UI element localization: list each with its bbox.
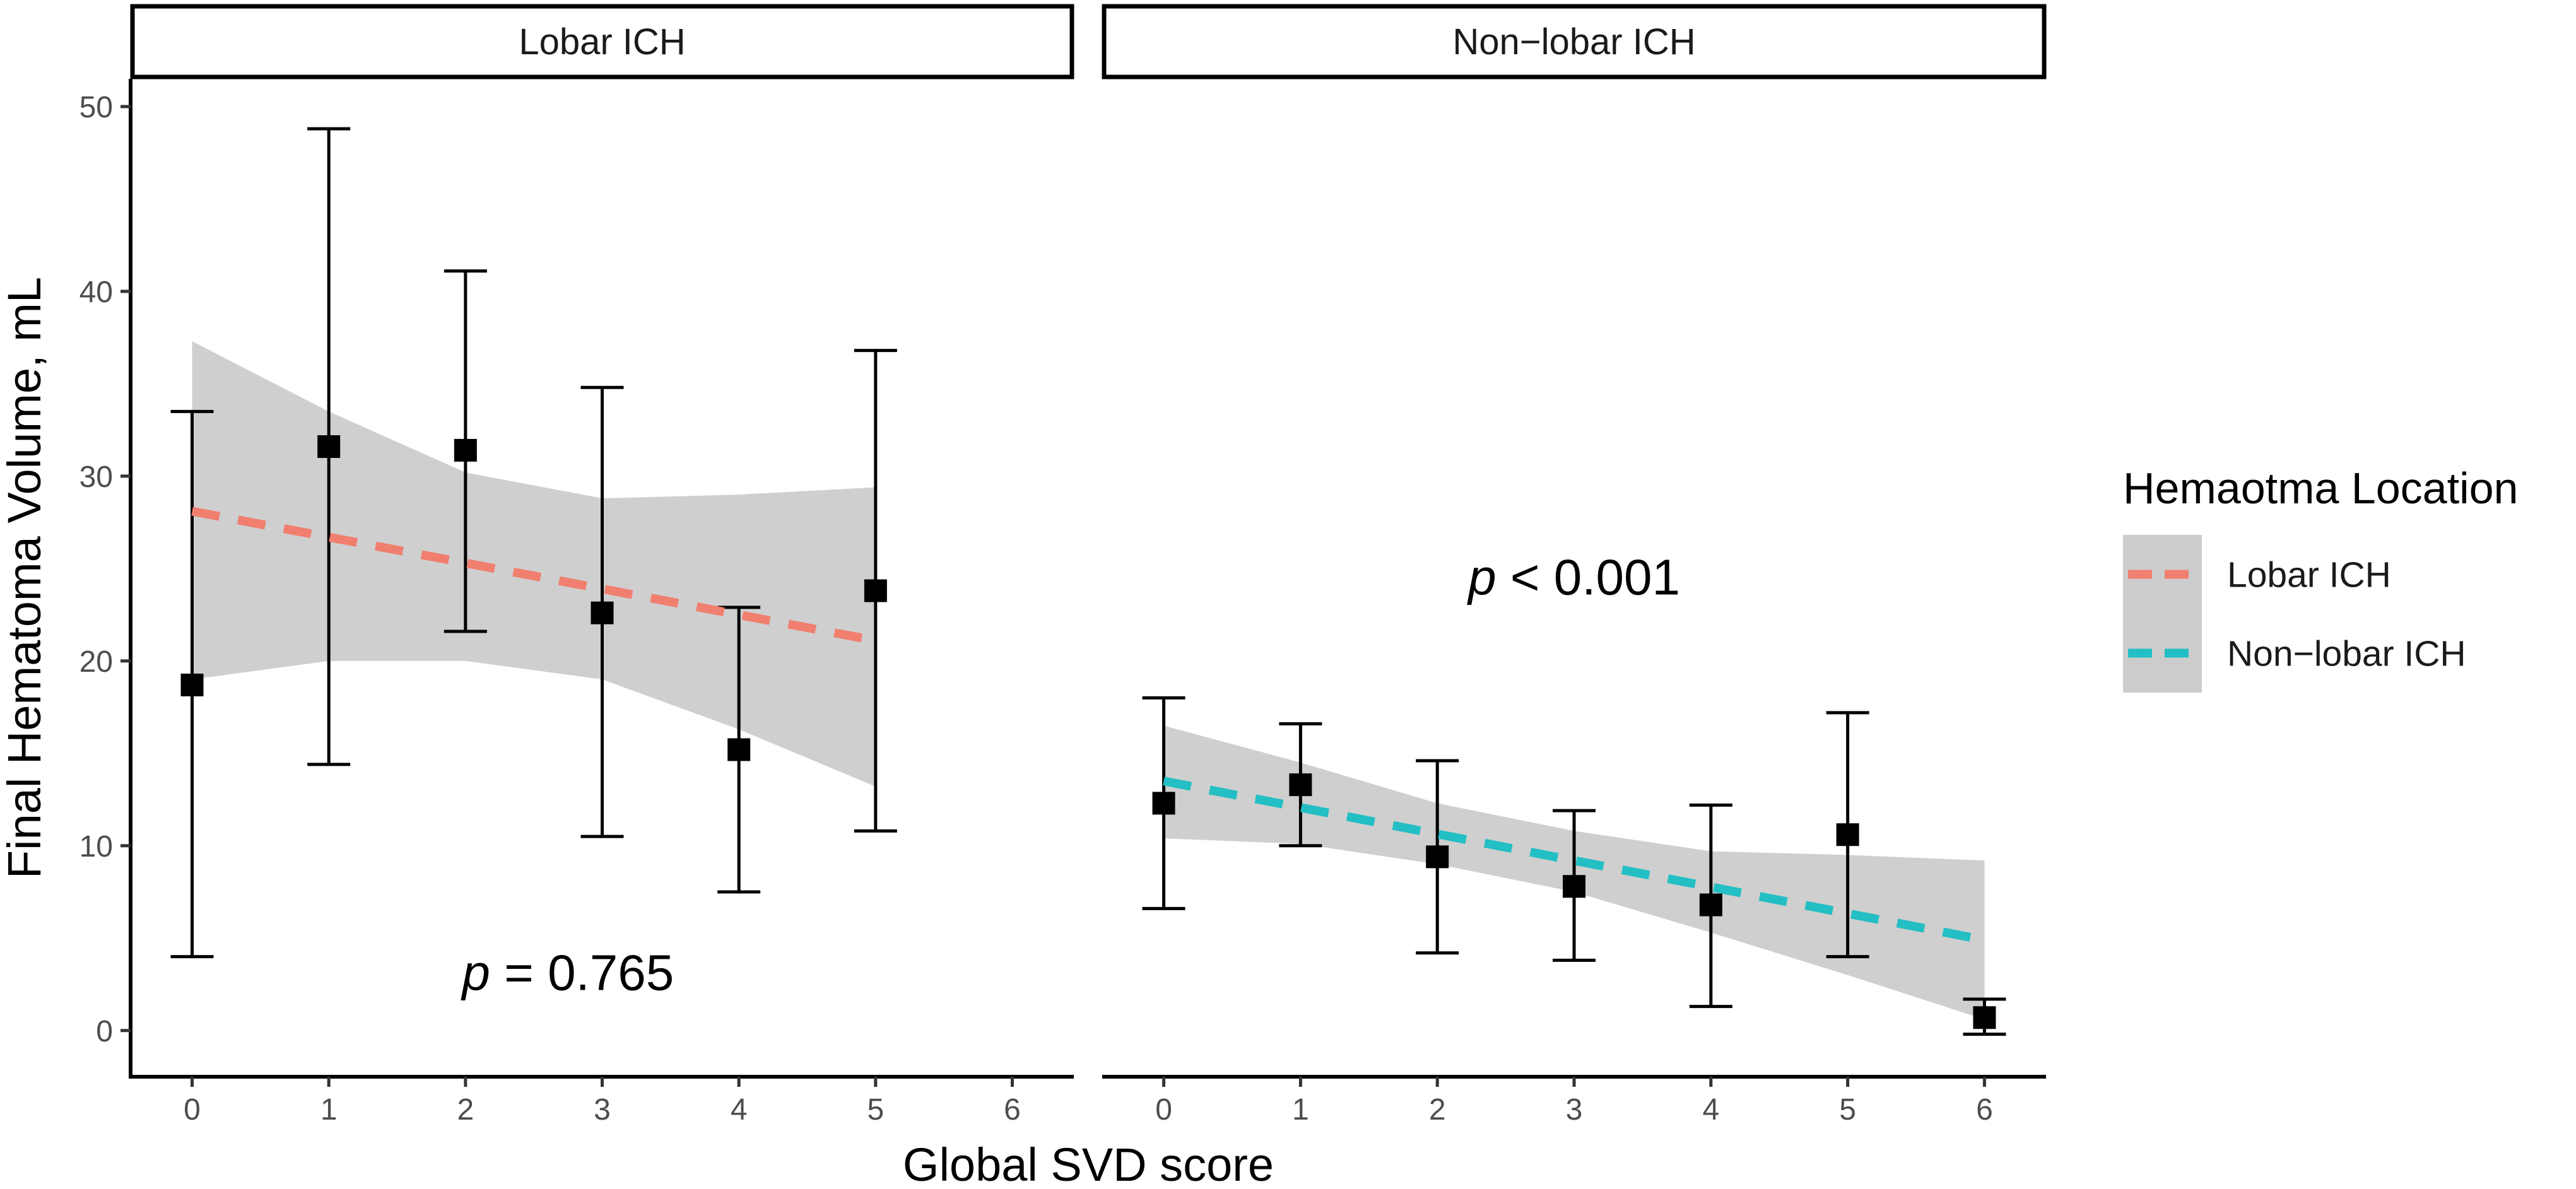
x-tick-label: 3 (594, 1093, 611, 1127)
legend-item: Non−lobar ICH (2123, 614, 2466, 693)
data-point (591, 601, 614, 624)
p-value-symbol: p (461, 944, 490, 1000)
data-point (727, 738, 751, 761)
x-tick-label: 0 (1155, 1093, 1172, 1127)
data-point (1973, 1006, 1996, 1029)
x-tick-label: 0 (184, 1093, 201, 1127)
p-value-annotation: p < 0.001 (1467, 549, 1680, 605)
y-tick-label: 30 (79, 460, 113, 494)
panel-strip-label: Non−lobar ICH (1452, 21, 1695, 62)
x-tick-label: 2 (457, 1093, 474, 1127)
data-point (1699, 893, 1722, 917)
data-point (864, 579, 887, 602)
legend-label: Non−lobar ICH (2227, 634, 2466, 674)
x-axis-title: Global SVD score (903, 1139, 1274, 1189)
legend-label: Lobar ICH (2227, 555, 2391, 595)
data-point (1289, 773, 1312, 797)
confidence-band (192, 341, 876, 787)
y-tick-label: 50 (79, 91, 113, 124)
panel-strip (130, 4, 1074, 79)
p-value-annotation: p = 0.765 (461, 944, 674, 1000)
x-tick-label: 6 (1004, 1093, 1021, 1127)
y-tick-label: 40 (79, 276, 113, 309)
panel-strip-label: Lobar ICH (519, 21, 685, 62)
legend: Hemaotma Location Lobar ICH Non−lobar ICH (2123, 464, 2518, 693)
y-tick-label: 20 (79, 645, 113, 679)
x-tick-label: 5 (1839, 1093, 1856, 1127)
p-value-text: = 0.765 (490, 944, 674, 1000)
data-point (1836, 823, 1859, 846)
legend-item: Lobar ICH (2123, 535, 2391, 614)
x-tick-label: 5 (867, 1093, 884, 1127)
y-tick-label: 10 (79, 830, 113, 864)
legend-title: Hemaotma Location (2123, 464, 2518, 513)
x-tick-label: 6 (1976, 1093, 1993, 1127)
p-value-symbol: p (1467, 549, 1497, 605)
panels-layer: Lobar ICH p = 0.765 Non−lobar ICH p < 0.001 (130, 4, 2047, 1036)
panel-lobar: Lobar ICH p = 0.765 (130, 4, 1074, 1000)
x-tick-label: 4 (731, 1093, 748, 1127)
panel-strip (1102, 4, 2047, 79)
p-value-text: < 0.001 (1497, 549, 1680, 605)
x-tick-label: 3 (1566, 1093, 1583, 1127)
data-point (1152, 792, 1175, 815)
regression-line (191, 507, 877, 645)
axes-layer: 0 1 2 3 4 5 6 0 1 2 3 4 5 6 0 10 20 30 40 50 Global SVD scor… (0, 79, 2046, 1189)
x-tick-label: 4 (1702, 1093, 1719, 1127)
x-tick-label: 2 (1429, 1093, 1446, 1127)
y-tick-label: 0 (96, 1015, 113, 1048)
data-point (180, 673, 204, 696)
data-point (454, 438, 477, 462)
data-point (317, 435, 341, 458)
panel-non-lobar: Non−lobar ICH p < 0.001 (1102, 4, 2047, 1036)
data-point (1563, 875, 1585, 898)
x-tick-label: 1 (321, 1093, 338, 1127)
data-point (1426, 845, 1449, 869)
y-axis-title: Final Hematoma Volume, mL (0, 277, 50, 879)
x-tick-label: 1 (1292, 1093, 1309, 1127)
